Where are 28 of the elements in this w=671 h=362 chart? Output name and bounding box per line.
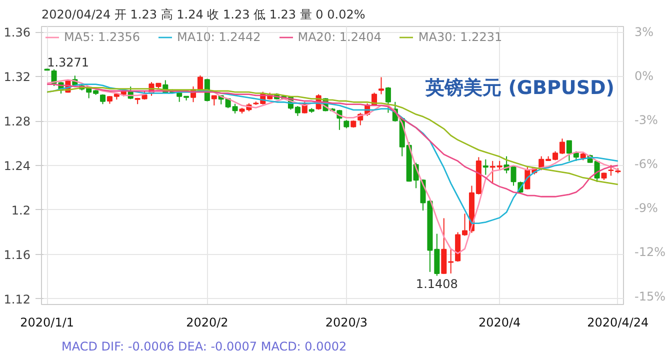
y2-tick-label: 0% bbox=[634, 69, 654, 84]
y-tick-label: 1.16 bbox=[4, 248, 30, 262]
legend-label: MA20: 1.2404 bbox=[298, 30, 382, 44]
x-tick-label: 2020/1/1 bbox=[20, 316, 74, 330]
y-tick-label: 1.28 bbox=[4, 114, 30, 129]
annotation: 1.3271 bbox=[47, 56, 90, 70]
annotation: 1.1408 bbox=[416, 276, 458, 291]
text: 英镑美元 (GBPUSD) bbox=[424, 76, 614, 99]
y2-tick-label: -12% bbox=[634, 245, 666, 260]
x-tick-label: 2020/2 bbox=[186, 316, 228, 330]
x-tick-label: 2020/4/24 bbox=[587, 316, 649, 330]
y-tick-label: 1.12 bbox=[4, 292, 30, 306]
legend-label: MA5: 1.2356 bbox=[64, 30, 140, 44]
x-tick-label: 2020/3 bbox=[325, 316, 368, 330]
y2-tick-label: -3% bbox=[634, 113, 658, 128]
y-tick-label: 1.32 bbox=[4, 70, 30, 84]
legend-label: MA30: 1.2231 bbox=[418, 30, 502, 44]
y2-tick-label: -15% bbox=[634, 289, 666, 304]
y2-tick-label: 3% bbox=[634, 25, 654, 40]
y-tick-label: 1.36 bbox=[4, 26, 30, 40]
x-tick-label: 2020/4 bbox=[478, 316, 521, 330]
y2-tick-label: -6% bbox=[634, 157, 658, 172]
y-tick-label: 1.24 bbox=[4, 159, 30, 173]
text: MACD DIF: -0.0006 DEA: -0.0007 MACD: 0.0002 bbox=[62, 340, 347, 354]
y-tick-label: 1.2 bbox=[11, 203, 31, 218]
legend-label: MA10: 1.2442 bbox=[177, 30, 261, 44]
chart-title: 2020/04/24 开 1.23 高 1.24 收 1.23 低 1.23 量 0 0.02% bbox=[42, 8, 366, 22]
y2-tick-label: -9% bbox=[634, 201, 658, 216]
